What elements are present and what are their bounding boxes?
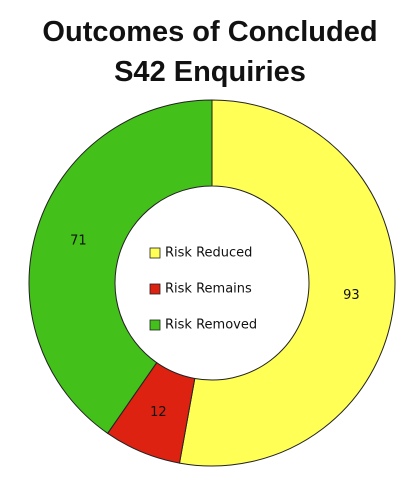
legend-swatch bbox=[149, 247, 161, 259]
legend-label: Risk Removed bbox=[165, 318, 257, 333]
data-label: 93 bbox=[343, 288, 360, 303]
legend-swatch bbox=[149, 283, 161, 295]
data-label: 12 bbox=[150, 405, 167, 420]
donut-slice bbox=[178, 99, 396, 467]
legend-label: Risk Reduced bbox=[165, 246, 252, 261]
data-label: 71 bbox=[70, 234, 87, 249]
legend-swatch bbox=[149, 319, 161, 331]
chart-title: Outcomes of Concluded S42 Enquiries bbox=[42, 16, 378, 88]
legend-label: Risk Remains bbox=[165, 282, 252, 297]
donut-slice bbox=[28, 99, 213, 435]
